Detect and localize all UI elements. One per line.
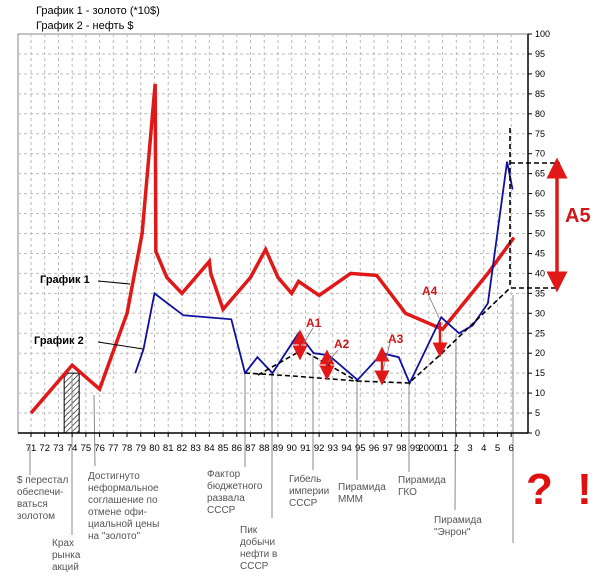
note-budget-collapse: Фактор бюджетного развала СССР [207, 469, 263, 516]
annotation-leaders [301, 293, 441, 371]
note-ussr-fall: Гибель империи СССР [289, 474, 330, 509]
x-tick-label: 5 [495, 443, 500, 454]
x-tick-label: 90 [286, 443, 297, 454]
x-tick-label: 3 [467, 443, 472, 454]
x-tick-label: 78 [122, 443, 133, 454]
x-tick-label: 84 [204, 443, 215, 454]
x-tick-label: 87 [245, 443, 256, 454]
x-tick-label: 97 [382, 443, 393, 454]
annotation-a1: A1 [306, 316, 322, 330]
x-tick-label: 79 [135, 443, 146, 454]
x-tick-label: 2000 [418, 443, 439, 454]
annotation-a3: A3 [388, 332, 404, 346]
legend-gold: График 1 - золото (*10$) [36, 5, 160, 17]
x-tick-label: 85 [218, 443, 229, 454]
x-tick-label: 77 [108, 443, 119, 454]
x-tick-label: 4 [481, 443, 486, 454]
x-tick-label: 88 [259, 443, 270, 454]
y-tick-label: 20 [535, 348, 545, 358]
x-tick-label: 6 [509, 443, 514, 454]
y-tick-label: 15 [535, 368, 545, 378]
y-tick-label: 55 [535, 209, 545, 219]
x-tick-label: 80 [149, 443, 160, 454]
annotation-a2: A2 [334, 337, 350, 351]
annotation-a5: A5 [565, 205, 591, 227]
note-gold-agreement: Достигнуто неформальное соглашение по от… [88, 471, 160, 542]
note-enron: Пирамида "Энрон" [434, 515, 482, 538]
x-tick-label: 91 [300, 443, 311, 454]
x-tick-label: 2 [454, 443, 459, 454]
y-tick-label: 65 [535, 169, 545, 179]
x-tick-label: 75 [81, 443, 92, 454]
callout-lines [29, 295, 514, 543]
y-tick-label: 60 [535, 189, 545, 199]
x-tick-label: 01 [437, 443, 448, 454]
x-tick-label: 73 [53, 443, 64, 454]
x-tick-label: 76 [94, 443, 105, 454]
y-tick-label: 100 [535, 29, 550, 39]
y-tick-label: 45 [535, 248, 545, 258]
x-tick-label: 99 [410, 443, 421, 454]
x-tick-label: 98 [396, 443, 407, 454]
y-tick-label: 5 [535, 408, 540, 418]
y-tick-label: 90 [535, 69, 545, 79]
x-tick-label: 93 [328, 443, 339, 454]
annotation-a4: A4 [422, 284, 438, 298]
y-tick-label: 80 [535, 109, 545, 119]
series-label-2: График 2 [34, 335, 84, 347]
note-stock-crash: Крах рынка акций [52, 538, 81, 573]
x-tick-label: 94 [341, 443, 352, 454]
x-tick-label: 82 [177, 443, 188, 454]
question-exclamation: ? ! [526, 465, 598, 514]
series-gold-line [29, 83, 516, 415]
y-tick-label: 10 [535, 388, 545, 398]
note-gko: Пирамида ГКО [398, 475, 446, 498]
note-oil-peak: Пик добычи нефти в СССР [240, 525, 278, 572]
y-tick-label: 25 [535, 328, 545, 338]
y-tick-label: 85 [535, 89, 545, 99]
y-tick-label: 35 [535, 288, 545, 298]
series-label-1: График 1 [40, 274, 90, 286]
x-tick-label: 86 [232, 443, 243, 454]
y-tick-label: 95 [535, 49, 545, 59]
note-gold-standard: $ перестал обеспечи- ваться золотом [17, 475, 69, 522]
note-mmm: Пирамида МММ [338, 482, 386, 505]
y-tick-label: 75 [535, 129, 545, 139]
y-tick-label: 70 [535, 149, 545, 159]
x-tick-label: 72 [39, 443, 50, 454]
x-tick-label: 74 [67, 443, 78, 454]
x-tick-label: 96 [369, 443, 380, 454]
y-tick-label: 40 [535, 268, 545, 278]
x-tick-label: 81 [163, 443, 174, 454]
x-tick-label: 89 [273, 443, 284, 454]
legend-oil: График 2 - нефть $ [36, 20, 134, 32]
x-tick-label: 83 [190, 443, 201, 454]
x-tick-label: 92 [314, 443, 325, 454]
y-tick-label: 0 [535, 428, 540, 438]
annotation-arrows [292, 157, 568, 386]
x-tick-label: 95 [355, 443, 366, 454]
x-tick-label: 71 [26, 443, 37, 454]
y-tick-label: 30 [535, 308, 545, 318]
y-tick-label: 50 [535, 229, 545, 239]
